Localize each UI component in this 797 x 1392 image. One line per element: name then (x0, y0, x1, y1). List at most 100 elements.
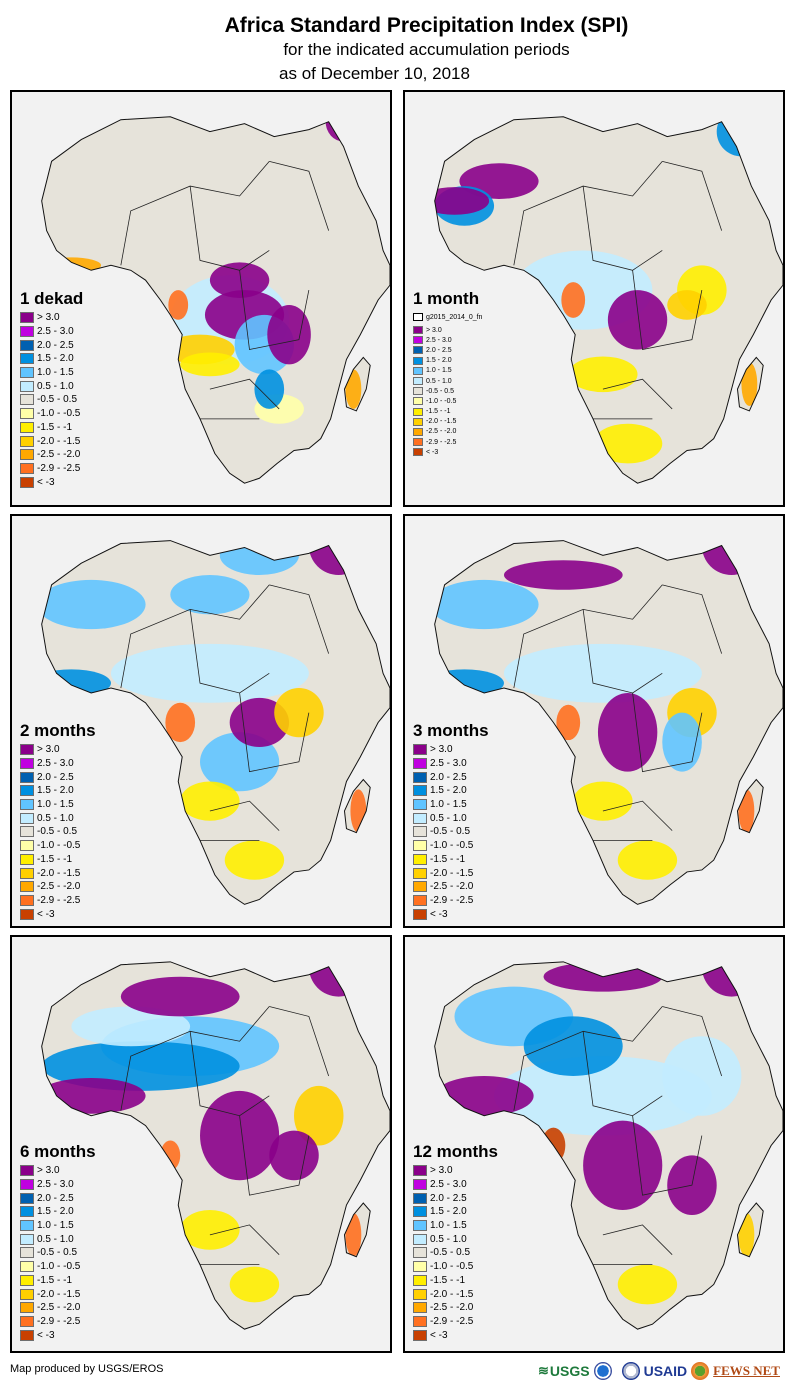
legend-label: -0.5 - 0.5 (37, 394, 78, 406)
legend-swatch (20, 771, 34, 783)
legend-item: -1.0 - -0.5 (413, 1260, 498, 1274)
legend-swatch (413, 894, 427, 906)
legend-label: < -3 (426, 448, 439, 456)
spi-region (200, 732, 280, 792)
legend-swatch (413, 346, 423, 355)
coastline (41, 116, 390, 484)
legend-item: > 3.0 (413, 1164, 498, 1178)
spi-region (503, 560, 623, 590)
legend-swatch (20, 1165, 34, 1177)
legend-label: 2.5 - 3.0 (430, 1179, 467, 1191)
legend-item: -2.9 - -2.5 (20, 462, 83, 476)
legend-label: -1.5 - -1 (426, 408, 451, 416)
legend-label: -2.9 - -2.5 (430, 894, 474, 906)
legend-item: -2.0 - -1.5 (413, 417, 482, 427)
legend-swatch (413, 840, 427, 852)
panel-title: 2 months (20, 721, 96, 740)
spi-region (41, 579, 146, 630)
spi-region (254, 369, 285, 409)
country-border (662, 584, 723, 654)
legend-item: -1.0 - -0.5 (413, 839, 489, 853)
legend-label: -0.5 - 0.5 (426, 387, 455, 395)
legend-label: -2.5 - -2.0 (37, 1302, 81, 1314)
legend-swatch (20, 758, 34, 770)
legend-label: -2.0 - -1.5 (37, 1288, 81, 1300)
coastline (41, 961, 390, 1330)
spi-region (229, 1266, 280, 1303)
africa-map (41, 961, 390, 1330)
legend-item: -2.0 - -1.5 (20, 866, 96, 880)
legend-label: 2.0 - 2.5 (37, 771, 74, 783)
usaid-seal-icon (621, 1362, 640, 1380)
legend-label: > 3.0 (426, 326, 442, 334)
legend-label: > 3.0 (37, 312, 60, 324)
spi-region (219, 540, 299, 575)
legend-item: 2.0 - 2.5 (413, 345, 482, 355)
legend-item: 1.0 - 1.5 (20, 1219, 96, 1233)
country-border (269, 160, 330, 231)
legend-swatch (413, 407, 423, 416)
legend-label: -1.0 - -0.5 (37, 1261, 81, 1273)
legend-item: < -3 (413, 907, 489, 921)
spi-region (583, 1120, 663, 1211)
legend-swatch (413, 771, 427, 783)
panel-title: 1 dekad (20, 289, 84, 308)
spi-region (180, 352, 240, 377)
legend-swatch (413, 313, 423, 321)
legend-label: -0.5 - 0.5 (430, 1247, 471, 1259)
country-border (602, 1224, 673, 1255)
spi-region (716, 116, 767, 157)
legend-item: 2.5 - 3.0 (413, 757, 489, 771)
map-date: as of December 10, 2018 (279, 64, 470, 83)
legend-item: -2.5 - -2.0 (413, 1301, 498, 1315)
country-border (209, 1224, 280, 1255)
legend-item: 0.5 - 1.0 (413, 1232, 498, 1246)
legend-item: > 3.0 (20, 1164, 96, 1178)
legend-label: -2.5 - -2.0 (430, 881, 474, 893)
spi-region (597, 692, 658, 772)
spi-region (325, 116, 362, 142)
legend-item: < -3 (20, 475, 83, 489)
spi-region (503, 643, 702, 703)
legend: 1 dekad > 3.0 2.5 - 3.0 2.0 - 2.5 1.5 - 2.0 1… (20, 290, 83, 489)
legend-item: 2.0 - 2.5 (20, 1191, 96, 1205)
legend-item: -1.5 - -1 (413, 853, 489, 867)
legend-label: -0.5 - 0.5 (430, 826, 471, 838)
legend-swatch (20, 826, 34, 838)
spi-region (120, 976, 240, 1017)
legend-label: 1.5 - 2.0 (426, 357, 452, 365)
legend-label: > 3.0 (430, 744, 453, 756)
fewsnet-logo: FEWS NET (713, 1363, 780, 1378)
spi-region (41, 1077, 146, 1114)
coastline (41, 540, 390, 905)
legend-swatch (413, 1192, 427, 1204)
usgs-logo: ≋ USGS (538, 1363, 590, 1379)
spi-region (269, 1130, 319, 1181)
legend-item: 1.5 - 2.0 (413, 784, 489, 798)
legend-swatch (20, 421, 34, 433)
legend-label: -2.0 - -1.5 (37, 867, 81, 879)
legend-item: -2.0 - -1.5 (413, 1287, 498, 1301)
spi-region (607, 290, 668, 350)
legend-item: 1.5 - 2.0 (20, 784, 96, 798)
legend-label: -1.5 - -1 (430, 853, 466, 865)
spi-region (308, 540, 369, 575)
legend-item: > 3.0 (20, 311, 83, 325)
legend-item: > 3.0 (413, 325, 482, 335)
spi-region (556, 704, 581, 741)
country-border (632, 692, 703, 773)
country-border (120, 1006, 270, 1111)
legend-item: 2.0 - 2.5 (20, 338, 83, 352)
legend-label: 2.0 - 2.5 (430, 771, 467, 783)
spi-region (617, 840, 678, 880)
legend-item: 0.5 - 1.0 (20, 811, 96, 825)
legend-swatch (413, 826, 427, 838)
legend-item: 2.5 - 3.0 (20, 757, 96, 771)
legend-swatch (20, 799, 34, 811)
legend-label: 1.0 - 1.5 (37, 799, 74, 811)
partner-logos: ≋ USGS USAID FEWS NET (538, 1362, 780, 1380)
legend: 2 months > 3.0 2.5 - 3.0 2.0 - 2.5 1.5 - 2.0… (20, 722, 96, 921)
map-subtitle: for the indicated accumulation periods (283, 40, 570, 59)
country-border (189, 186, 270, 271)
legend-item: -0.5 - 0.5 (413, 825, 489, 839)
